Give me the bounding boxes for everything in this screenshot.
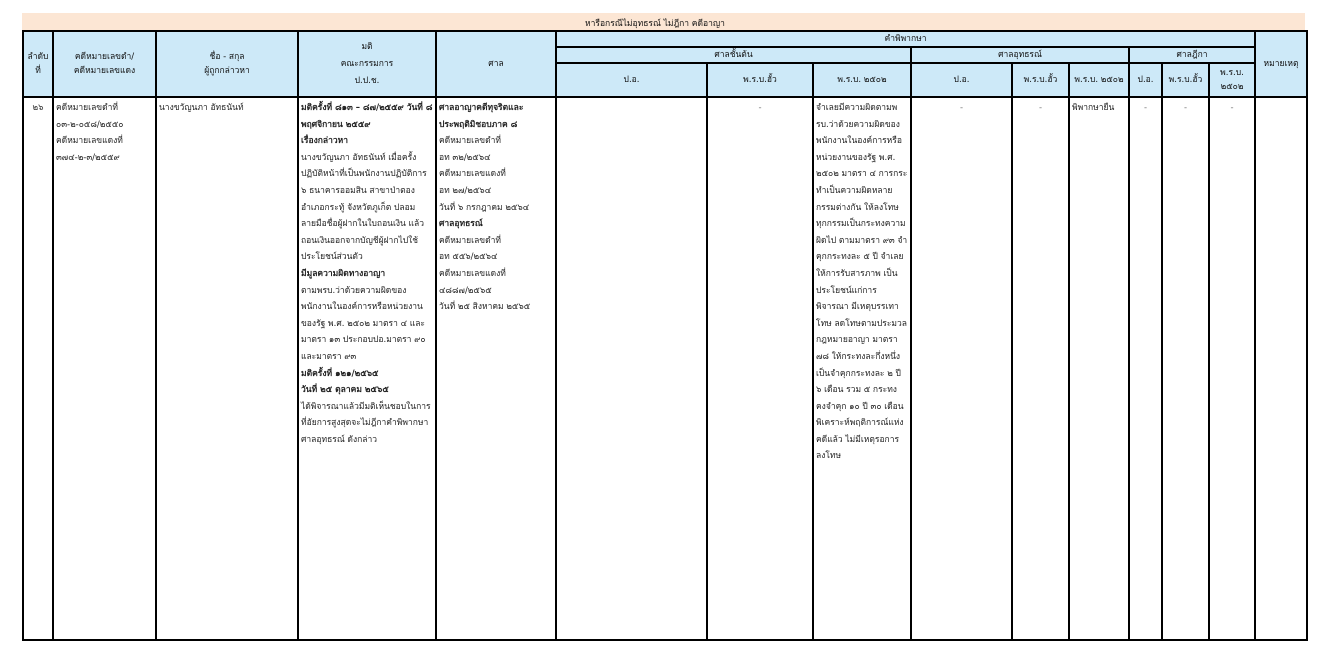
- header-appeal-2502: พ.ร.บ. ๒๕๐๒: [1068, 62, 1130, 98]
- court-paragraph: คดีหมายเลขดำที่: [439, 136, 501, 147]
- row-resolution: มติครั้งที่ ๘๑๓ – ๘๗/๒๕๕๙ วันที่ ๘ พฤศจิ…: [297, 96, 437, 641]
- resolution-paragraph: เรื่องกล่าวหา: [301, 136, 349, 147]
- resolution-paragraph: มติครั้งที่ ๘๑๓ – ๘๗/๒๕๕๙ วันที่ ๘ พฤศจิ…: [301, 103, 433, 130]
- row-appeal-po: -: [910, 96, 1013, 641]
- header-appeal-court: ศาลอุทธรณ์: [910, 46, 1130, 64]
- court-paragraph: ศาลอุทธรณ์: [439, 219, 483, 230]
- header-first-2502: พ.ร.บ. ๒๕๐๒: [812, 62, 912, 98]
- row-remark: [1254, 96, 1309, 641]
- header-supreme-2502: พ.ร.บ. ๒๕๐๒: [1207, 62, 1257, 98]
- header-appeal-po: ป.อ.: [910, 62, 1013, 98]
- header-court: ศาล: [435, 30, 557, 98]
- row-supreme-2502: -: [1207, 96, 1257, 641]
- resolution-paragraph: ตามพรบ.ว่าด้วยความผิดของพนักงานในองค์การ…: [301, 285, 426, 362]
- header-name: ชื่อ - สกุล ผู้ถูกกล่าวหา: [155, 30, 299, 98]
- header-supreme-court: ศาลฎีกา: [1127, 46, 1257, 64]
- court-paragraph: อท ๓๒/๒๕๖๔: [439, 152, 491, 163]
- header-first-court: ศาลชั้นต้น: [555, 46, 912, 64]
- row-name: นางขวัญนภา อัทธนันท์: [155, 96, 299, 641]
- court-paragraph: วันที่ ๖ กรกฎาคม ๒๕๖๔: [439, 202, 530, 213]
- document-title: หารือกรณีไม่อุทธรณ์ ไม่ฎีกา คดีอาญา: [585, 19, 725, 29]
- header-supreme-hua: พ.ร.บ.ฮั้ว: [1161, 62, 1210, 98]
- row-first-po: [555, 96, 708, 641]
- resolution-paragraph: มติครั้งที่ ๑๒๑/๒๕๖๕: [301, 368, 379, 379]
- header-judgment: คำพิพากษา: [554, 30, 1257, 48]
- court-paragraph: อท ๕๕๖/๒๕๖๔: [439, 252, 498, 263]
- row-supreme-hua: -: [1161, 96, 1210, 641]
- court-paragraph: คดีหมายเลขแดงที่: [439, 268, 506, 279]
- row-appeal-hua: -: [1011, 96, 1070, 641]
- header-remark: หมายเหตุ: [1254, 30, 1309, 98]
- resolution-paragraph: นางขวัญนภา อัทธนันท์ เมื่อครั้งปฏิบัติหน…: [301, 152, 427, 263]
- row-supreme-po: -: [1128, 96, 1163, 641]
- court-paragraph: คดีหมายเลขแดงที่: [439, 169, 506, 180]
- header-first-po: ป.อ.: [555, 62, 708, 98]
- header-resolution: มติ คณะกรรมการ ป.ป.ช.: [297, 30, 437, 98]
- header-no: ลำดับ ที่: [22, 30, 54, 98]
- header-supreme-po: ป.อ.: [1128, 62, 1163, 98]
- row-first-2502: จำเลยมีความผิดตามพรบ.ว่าด้วยความผิดของพน…: [812, 96, 912, 641]
- row-case-numbers: คดีหมายเลขดำที่ ๐๓-๒-๐๕๘/๒๕๕๐ คดีหมายเลขแ…: [52, 96, 157, 641]
- court-paragraph: ศาลอาญาคดีทุจริตและประพฤติมิชอบภาค ๘: [439, 103, 524, 130]
- row-court: ศาลอาญาคดีทุจริตและประพฤติมิชอบภาค ๘คดีห…: [435, 96, 557, 641]
- case-table: ลำดับ ที่ คดีหมายเลขดำ/คดีหมายเลขแดง ชื่อ…: [22, 30, 1309, 641]
- row-appeal-2502: พิพากษายืน: [1068, 96, 1130, 641]
- resolution-paragraph: มีมูลความผิดทางอาญา: [301, 268, 386, 279]
- row-first-hua: -: [706, 96, 814, 641]
- court-paragraph: ๔๘๘๗/๒๕๖๕: [439, 285, 492, 296]
- header-first-hua: พ.ร.บ.ฮั้ว: [706, 62, 814, 98]
- court-paragraph: คดีหมายเลขดำที่: [439, 235, 501, 246]
- resolution-paragraph: วันที่ ๒๕ ตุลาคม ๒๕๖๕: [301, 385, 389, 396]
- court-paragraph: วันที่ ๒๕ สิงหาคม ๒๕๖๕: [439, 302, 531, 313]
- header-appeal-hua: พ.ร.บ.ฮั้ว: [1011, 62, 1070, 98]
- court-paragraph: อท ๒๗/๒๕๖๔: [439, 185, 492, 196]
- header-case: คดีหมายเลขดำ/คดีหมายเลขแดง: [52, 30, 157, 98]
- row-no: ๒๖: [22, 96, 54, 641]
- resolution-paragraph: ได้พิจารณาแล้วมีมติเห็นชอบในการที่อัยการ…: [301, 401, 431, 445]
- title-bar: หารือกรณีไม่อุทธรณ์ ไม่ฎีกา คดีอาญา: [22, 13, 1305, 30]
- table-row: ๒๖ คดีหมายเลขดำที่ ๐๓-๒-๐๕๘/๒๕๕๐ คดีหมายเ…: [22, 96, 1309, 641]
